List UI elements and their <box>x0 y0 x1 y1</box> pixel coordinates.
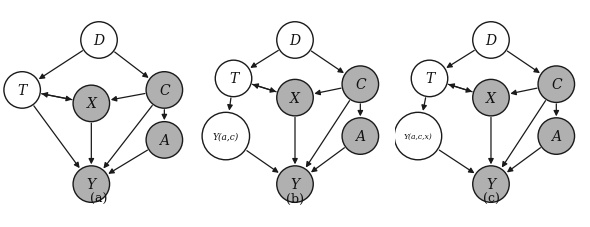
Text: D: D <box>486 34 497 48</box>
Text: X: X <box>486 91 496 105</box>
Text: C: C <box>551 78 562 92</box>
Text: D: D <box>93 34 104 48</box>
Text: C: C <box>355 78 366 92</box>
Text: X: X <box>290 91 300 105</box>
Text: Y: Y <box>486 177 496 191</box>
Circle shape <box>215 61 252 97</box>
Circle shape <box>538 67 575 103</box>
Circle shape <box>342 67 379 103</box>
Circle shape <box>146 122 182 158</box>
Text: C: C <box>159 84 170 98</box>
Circle shape <box>342 118 379 155</box>
Circle shape <box>73 166 110 202</box>
Text: T: T <box>425 72 434 86</box>
Text: D: D <box>290 34 300 48</box>
Text: Y(a,c,x): Y(a,c,x) <box>404 133 432 141</box>
Circle shape <box>473 166 509 202</box>
Text: Y(a,c): Y(a,c) <box>213 132 239 141</box>
Text: (a): (a) <box>90 192 108 205</box>
Text: X: X <box>86 97 96 111</box>
Text: Y: Y <box>290 177 300 191</box>
Circle shape <box>81 23 117 59</box>
Circle shape <box>277 23 313 59</box>
Circle shape <box>146 72 182 109</box>
Circle shape <box>473 80 509 116</box>
Text: A: A <box>159 133 169 147</box>
Text: A: A <box>355 129 365 143</box>
Circle shape <box>4 72 41 109</box>
Text: (b): (b) <box>286 192 304 205</box>
Text: T: T <box>18 84 27 98</box>
Text: A: A <box>551 129 561 143</box>
Circle shape <box>411 61 448 97</box>
Circle shape <box>394 113 442 160</box>
Circle shape <box>277 80 313 116</box>
Circle shape <box>202 113 250 160</box>
Circle shape <box>73 86 110 122</box>
Text: Y: Y <box>87 177 96 191</box>
Circle shape <box>277 166 313 202</box>
Circle shape <box>538 118 575 155</box>
Circle shape <box>473 23 509 59</box>
Text: (c): (c) <box>483 192 499 205</box>
Text: T: T <box>229 72 238 86</box>
